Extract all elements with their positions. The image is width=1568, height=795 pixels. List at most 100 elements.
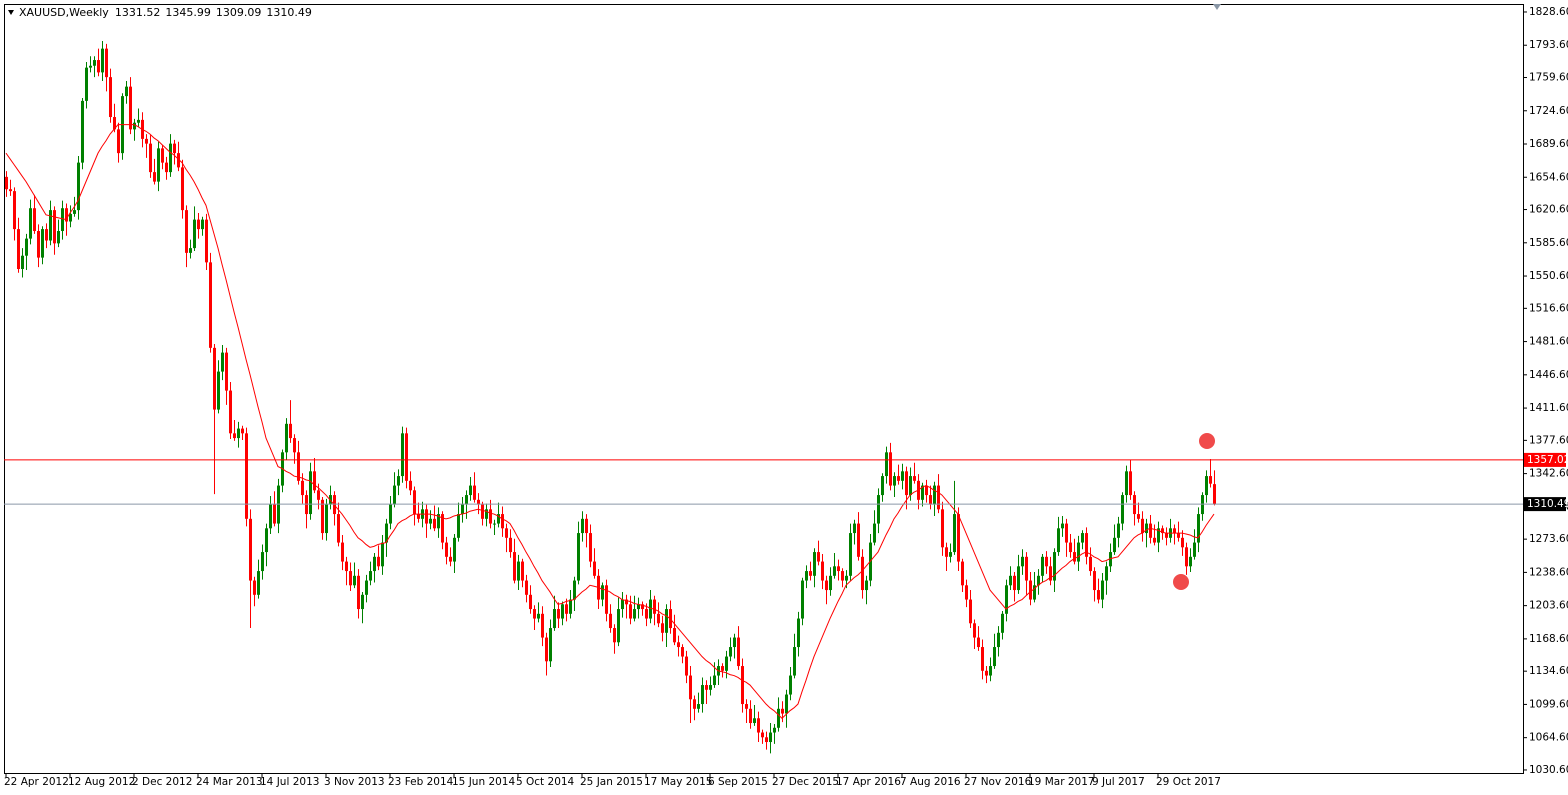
candle-body — [905, 471, 908, 496]
candle-body — [961, 561, 964, 586]
candle-body — [829, 575, 832, 591]
y-tick-label: 1099.60 — [1529, 698, 1568, 710]
candle-body — [201, 219, 204, 230]
candle-body — [481, 504, 484, 519]
candle-body — [193, 219, 196, 249]
candle-body — [761, 732, 764, 738]
candle-body — [1089, 556, 1092, 572]
y-tick-label: 1377.60 — [1529, 434, 1568, 446]
candle-body — [969, 599, 972, 624]
candle-body — [53, 210, 56, 244]
candle-body — [1185, 547, 1188, 567]
candle-body — [1125, 471, 1128, 496]
candle-body — [129, 86, 132, 130]
candle-body — [437, 514, 440, 529]
candle-body — [1013, 575, 1016, 591]
candle-body — [429, 518, 432, 524]
y-tick-label: 1759.60 — [1529, 72, 1568, 84]
candle-body — [797, 618, 800, 648]
candle-body — [613, 628, 616, 643]
candle-body — [965, 585, 968, 600]
level-label: 1357.02 — [1527, 454, 1568, 466]
candle-body — [1037, 575, 1040, 586]
candle-body — [545, 637, 548, 662]
candle-body — [897, 476, 900, 481]
candle-body — [293, 438, 296, 453]
candle-body — [413, 490, 416, 515]
candle-body — [289, 423, 292, 439]
candle-body — [1165, 533, 1168, 538]
candle-body — [1081, 533, 1084, 543]
candle-body — [5, 176, 8, 190]
candle-body — [533, 609, 536, 619]
y-tick-label: 1550.60 — [1529, 270, 1568, 282]
y-tick-label: 1064.60 — [1529, 732, 1568, 744]
candle-body — [941, 509, 944, 548]
candle-body — [949, 552, 952, 557]
candle-body — [417, 514, 420, 519]
x-tick-label: 25 Jan 2015 — [580, 776, 643, 788]
candle-body — [1005, 585, 1008, 614]
candle-body — [641, 604, 644, 610]
candle-body — [913, 476, 916, 481]
candle-body — [241, 428, 244, 434]
candle-body — [433, 518, 436, 529]
candle-body — [1149, 523, 1152, 538]
moving-average — [5, 124, 1215, 719]
candle-body — [877, 495, 880, 524]
candle-body — [21, 255, 24, 270]
y-tick-label: 1481.60 — [1529, 336, 1568, 348]
candle-body — [1105, 566, 1108, 581]
candle-body — [889, 452, 892, 486]
candle-body — [465, 495, 468, 505]
candle-body — [681, 647, 684, 657]
candle-body — [401, 433, 404, 477]
candle-body — [701, 685, 704, 705]
candle-body — [69, 213, 72, 222]
x-tick-label: 2 Dec 2012 — [132, 776, 192, 788]
candle-body — [1045, 556, 1048, 567]
candle-body — [157, 148, 160, 182]
x-tick-label: 12 Aug 2012 — [68, 776, 135, 788]
candle-body — [1189, 556, 1192, 567]
candle-body — [925, 485, 928, 496]
candle-body — [529, 594, 532, 610]
y-tick-label: 1273.60 — [1529, 533, 1568, 545]
candle-body — [445, 542, 448, 557]
candle-body — [621, 599, 624, 610]
y-tick-label: 1828.60 — [1529, 6, 1568, 18]
candle-body — [973, 623, 976, 638]
candle-body — [625, 599, 628, 605]
candle-body — [1069, 542, 1072, 553]
candle-body — [773, 727, 776, 733]
y-tick-label: 1585.60 — [1529, 237, 1568, 249]
candle-body — [185, 210, 188, 253]
candle-body — [857, 523, 860, 557]
candle-body — [397, 476, 400, 486]
candle-body — [741, 666, 744, 705]
candle-body — [1101, 580, 1104, 600]
candle-body — [957, 514, 960, 562]
candle-body — [953, 514, 956, 553]
candle-body — [321, 499, 324, 534]
candle-body — [345, 561, 348, 572]
candle-body — [993, 647, 996, 667]
y-tick-label: 1411.60 — [1529, 402, 1568, 414]
candle-body — [605, 585, 608, 614]
candle-body — [81, 100, 84, 163]
candle-body — [805, 571, 808, 581]
last-low: 1309.09 — [216, 6, 262, 19]
level-label-box — [1524, 452, 1566, 467]
candle-body — [169, 143, 172, 173]
candle-body — [825, 580, 828, 591]
candle-body — [469, 485, 472, 496]
candle-body — [325, 504, 328, 534]
candle-body — [757, 718, 760, 733]
candle-body — [549, 628, 552, 662]
candle-body — [373, 556, 376, 572]
candle-body — [893, 476, 896, 486]
candle-body — [457, 514, 460, 538]
candle-body — [689, 675, 692, 700]
